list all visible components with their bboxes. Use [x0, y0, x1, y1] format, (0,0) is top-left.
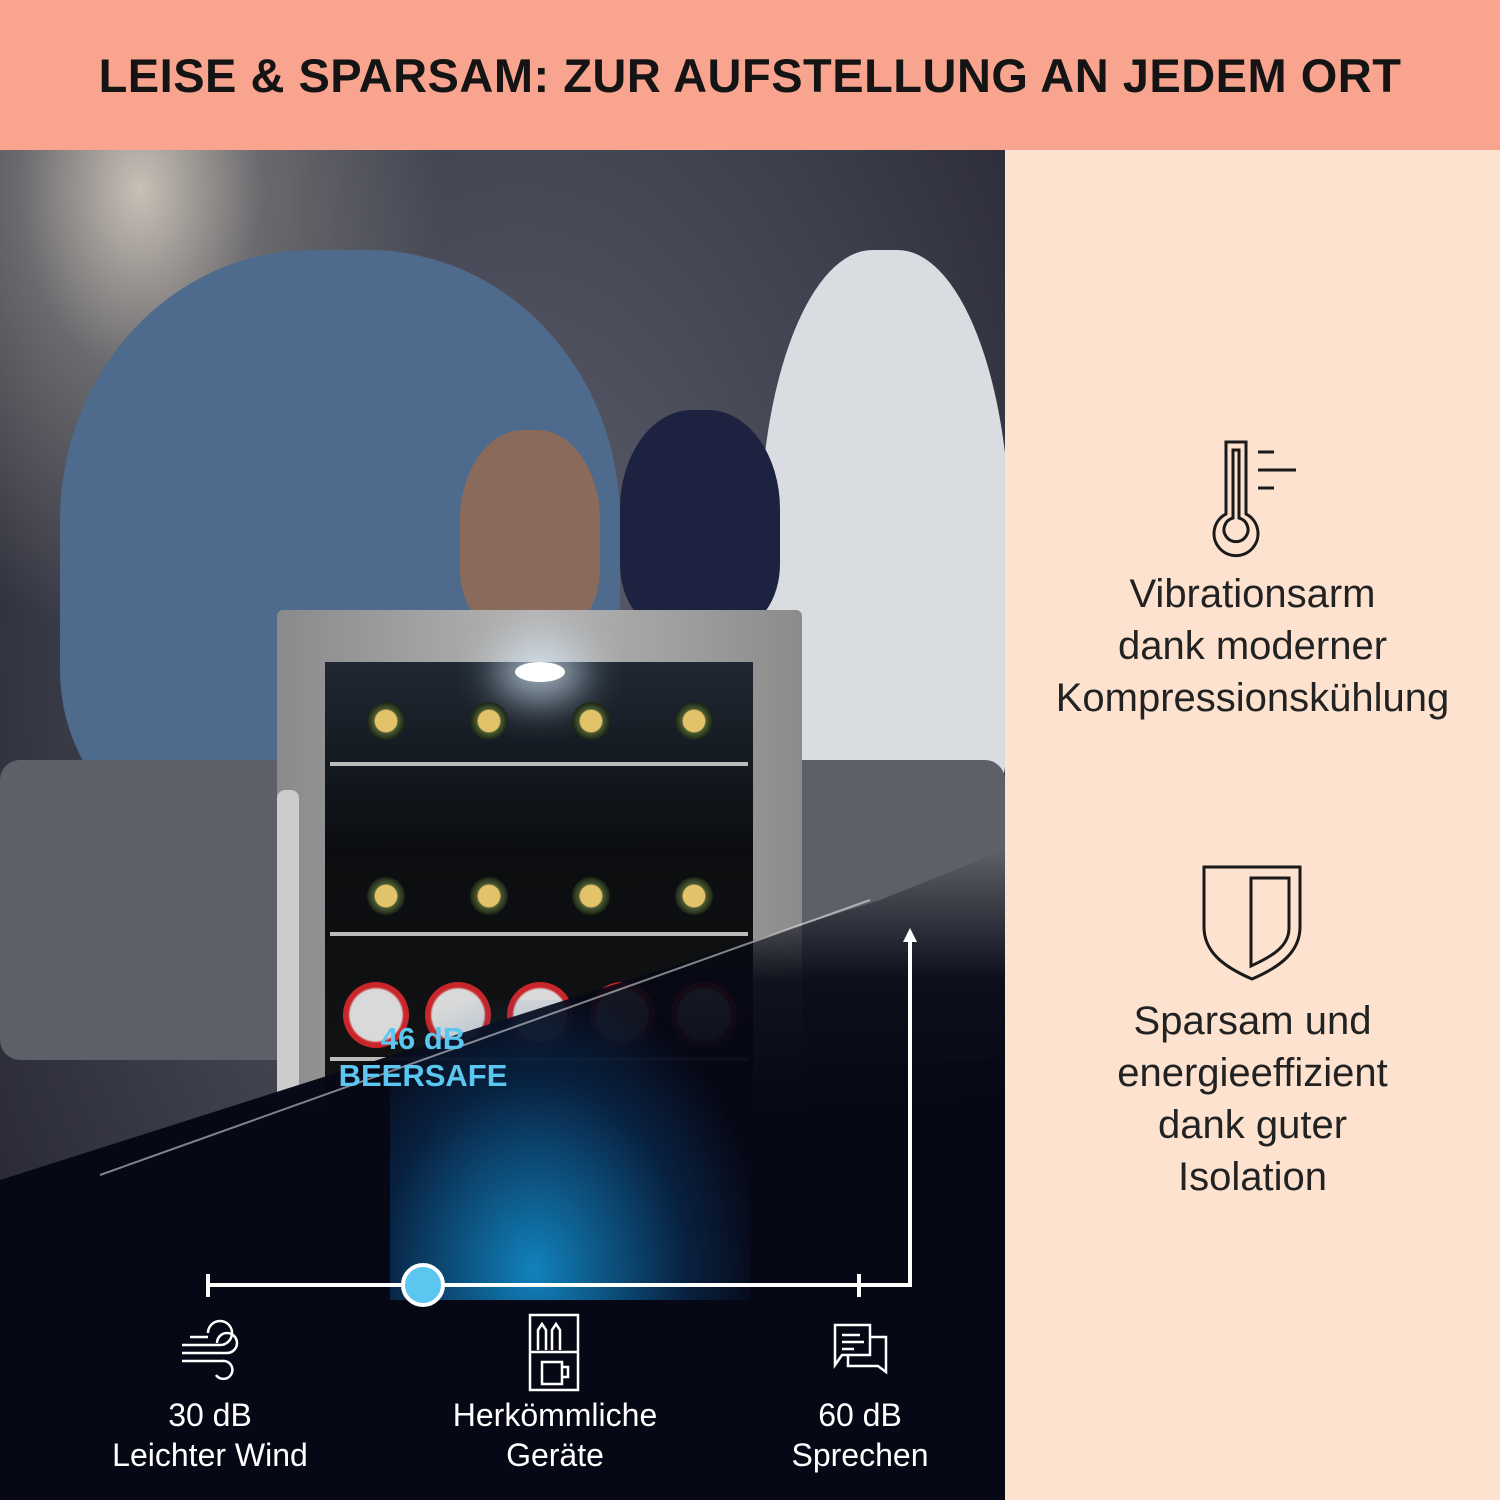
feature-efficiency: Sparsam und energieeffizient dank guter …: [1005, 995, 1500, 1203]
feature-panel: Vibrationsarm dank moderner Kompressions…: [1005, 150, 1500, 1500]
scale-label: Leichter Wind: [112, 1437, 308, 1473]
scale-label: Sprechen: [791, 1437, 929, 1473]
fridge-icon: [528, 1313, 580, 1392]
scale-label-line1: Herkömmliche: [452, 1397, 658, 1433]
feature-line: energieeffizient: [1117, 1051, 1388, 1095]
fridge-handle: [277, 790, 299, 1110]
beersafe-value: 46 dB: [380, 1021, 466, 1056]
scale-value: 30 dB: [168, 1397, 252, 1433]
scale-point-30db: 30 dB Leichter Wind: [90, 1395, 330, 1475]
beersafe-label: 46 dB BEERSAFE: [300, 1020, 546, 1094]
scale-axis: [210, 940, 912, 1287]
page-title: LEISE & SPARSAM: ZUR AUFSTELLUNG AN JEDE…: [98, 48, 1402, 102]
feature-vibration: Vibrationsarm dank moderner Kompressions…: [1005, 568, 1500, 724]
feature-line: dank moderner: [1117, 624, 1388, 668]
scale-label-line2: Geräte: [506, 1437, 604, 1473]
trend-line: [99, 899, 871, 1176]
arrow-head: [903, 928, 917, 942]
beersafe-marker: [401, 1263, 445, 1307]
wind-icon: [182, 1319, 239, 1381]
feature-line: Isolation: [1178, 1155, 1327, 1199]
fridge-light: [515, 662, 565, 682]
scale-point-60db: 60 dB Sprechen: [760, 1395, 960, 1475]
noise-scale: [99, 899, 917, 1392]
speech-bubbles-icon: [833, 1323, 888, 1375]
scale-value: 60 dB: [818, 1397, 902, 1433]
beersafe-name: BEERSAFE: [338, 1058, 508, 1093]
person-girl: [620, 410, 780, 630]
feature-line: Kompressionskühlung: [1055, 676, 1450, 720]
feature-line: Sparsam und: [1133, 999, 1372, 1043]
scale-point-conventional: Herkömmliche Geräte: [420, 1395, 690, 1475]
shield-icon: [1202, 865, 1302, 981]
thermometer-icon: [1212, 440, 1296, 558]
feature-line: Vibrationsarm: [1129, 572, 1376, 616]
feature-line: dank guter: [1157, 1103, 1348, 1147]
header-banner: LEISE & SPARSAM: ZUR AUFSTELLUNG AN JEDE…: [0, 0, 1500, 150]
person-boy: [460, 430, 600, 630]
